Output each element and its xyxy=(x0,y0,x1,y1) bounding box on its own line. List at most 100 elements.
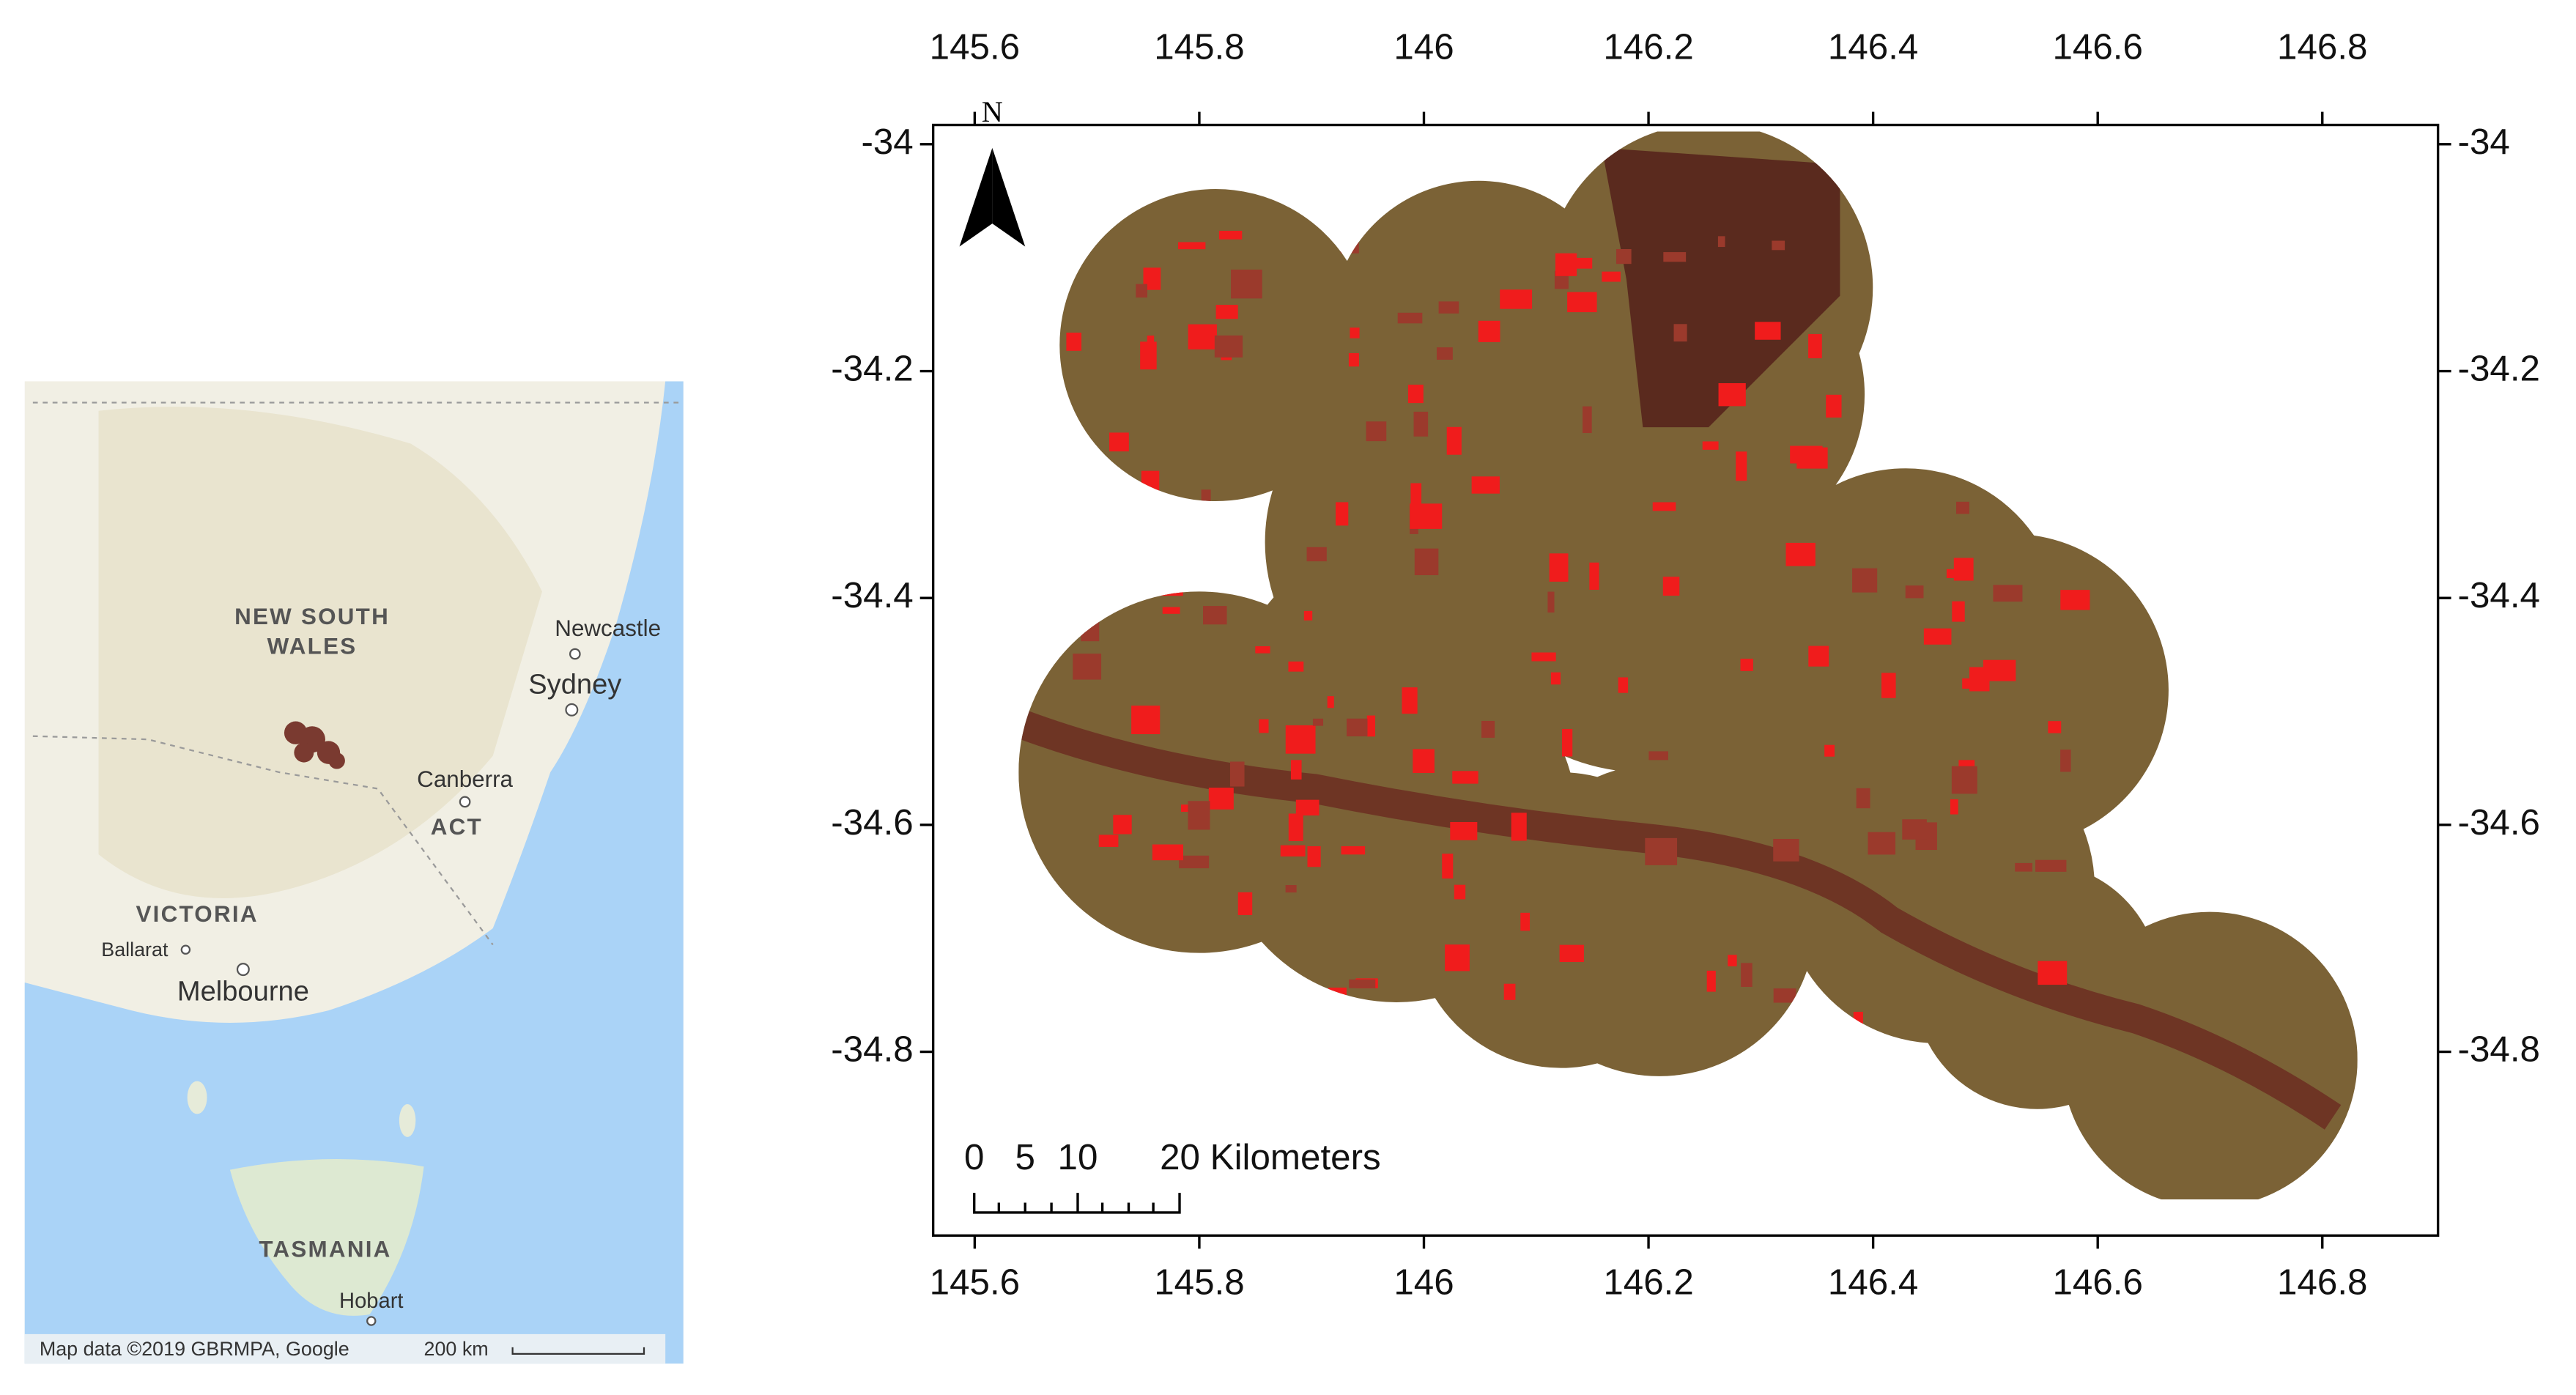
field xyxy=(1531,652,1556,662)
region-label: VICTORIA xyxy=(136,901,258,927)
field xyxy=(1237,892,1253,915)
field xyxy=(1452,771,1478,784)
x-tick-label: 146.4 xyxy=(1828,1262,1918,1303)
main-map: N 0 5 10 20 Kilometers 145.6 145.6 145.8 14… xyxy=(831,26,2540,1302)
field xyxy=(1773,838,1799,862)
x-tick-label: 145.8 xyxy=(1154,26,1244,67)
field xyxy=(1616,248,1632,264)
x-tick-label: 146.8 xyxy=(2277,1262,2367,1303)
field xyxy=(1652,502,1676,511)
place-dot xyxy=(180,944,191,955)
field xyxy=(1218,231,1243,240)
field xyxy=(1336,502,1349,526)
field xyxy=(1740,659,1753,671)
field xyxy=(1511,813,1527,841)
field xyxy=(1413,411,1429,437)
field xyxy=(1567,292,1597,313)
field xyxy=(1706,970,1716,992)
field xyxy=(1214,335,1243,358)
field xyxy=(1645,837,1678,865)
field xyxy=(1188,801,1210,830)
field xyxy=(1728,955,1737,966)
inset-scale-label: 200 km xyxy=(424,1338,489,1360)
field xyxy=(1402,687,1418,714)
field xyxy=(1156,588,1183,596)
inset-scale-bar xyxy=(511,1347,645,1355)
island xyxy=(399,1103,416,1137)
field xyxy=(1147,335,1155,360)
place-dot xyxy=(565,703,579,717)
field xyxy=(1589,562,1599,590)
place-label: Hobart xyxy=(339,1289,403,1313)
field xyxy=(1717,236,1725,248)
field xyxy=(1199,996,1209,1023)
field xyxy=(1602,271,1621,282)
field xyxy=(1178,242,1206,250)
field xyxy=(1136,284,1147,298)
field xyxy=(1053,478,1068,505)
imagery-area xyxy=(1018,131,2358,1200)
field xyxy=(1143,267,1161,290)
field xyxy=(1158,549,1171,566)
field xyxy=(2000,256,2029,286)
field xyxy=(1280,845,1306,856)
place-label: Newcastle xyxy=(555,615,661,641)
y-tick-label: -34.4 xyxy=(831,575,913,615)
x-tick-label: 146.2 xyxy=(1603,1262,1693,1303)
field xyxy=(1410,503,1443,529)
field xyxy=(1575,257,1593,269)
field xyxy=(1952,601,1965,622)
field xyxy=(1341,845,1366,855)
scale-label: 5 xyxy=(1015,1137,1035,1177)
field xyxy=(1856,788,1870,809)
field xyxy=(1288,661,1304,672)
field xyxy=(1905,585,1924,599)
field xyxy=(1583,406,1592,434)
field xyxy=(1881,673,1896,698)
field xyxy=(1663,252,1687,262)
field xyxy=(1229,761,1245,787)
field xyxy=(1902,819,1927,840)
island xyxy=(187,1081,207,1114)
field xyxy=(1547,591,1555,613)
field xyxy=(1413,749,1435,773)
field xyxy=(1113,815,1132,835)
field xyxy=(1478,320,1500,342)
x-tick-label: 145.8 xyxy=(1154,1262,1244,1303)
field xyxy=(1503,983,1516,1000)
place-dot xyxy=(569,648,581,660)
field xyxy=(1718,382,1746,407)
field xyxy=(1066,332,1082,351)
x-tick-label: 146.6 xyxy=(2052,26,2142,67)
field xyxy=(2035,236,2053,256)
north-arrow xyxy=(959,147,993,247)
field xyxy=(1203,606,1227,625)
field xyxy=(1946,569,1955,578)
field xyxy=(1785,542,1816,566)
region-label: TASMANIA xyxy=(259,1237,391,1262)
y-tick-label: -34.6 xyxy=(831,802,913,843)
field xyxy=(1288,813,1303,841)
field xyxy=(1755,322,1781,340)
state-border xyxy=(32,735,494,946)
field xyxy=(1438,301,1459,314)
region-label: NEW SOUTH xyxy=(234,604,390,629)
dark-vegetation xyxy=(1602,147,1840,428)
field xyxy=(1328,987,1347,999)
place-dot xyxy=(236,963,250,977)
field xyxy=(1295,799,1320,816)
field xyxy=(1550,672,1561,685)
region-label: ACT xyxy=(431,814,483,840)
field xyxy=(1350,328,1360,338)
scale-bar xyxy=(973,1193,1181,1214)
field xyxy=(1414,548,1439,576)
field xyxy=(1109,432,1129,452)
field xyxy=(1741,963,1753,988)
inland xyxy=(98,407,542,898)
place-label: Melbourne xyxy=(177,977,309,1007)
field xyxy=(2048,234,2058,256)
x-tick-label: 146 xyxy=(1394,1262,1454,1303)
field xyxy=(1098,835,1119,847)
